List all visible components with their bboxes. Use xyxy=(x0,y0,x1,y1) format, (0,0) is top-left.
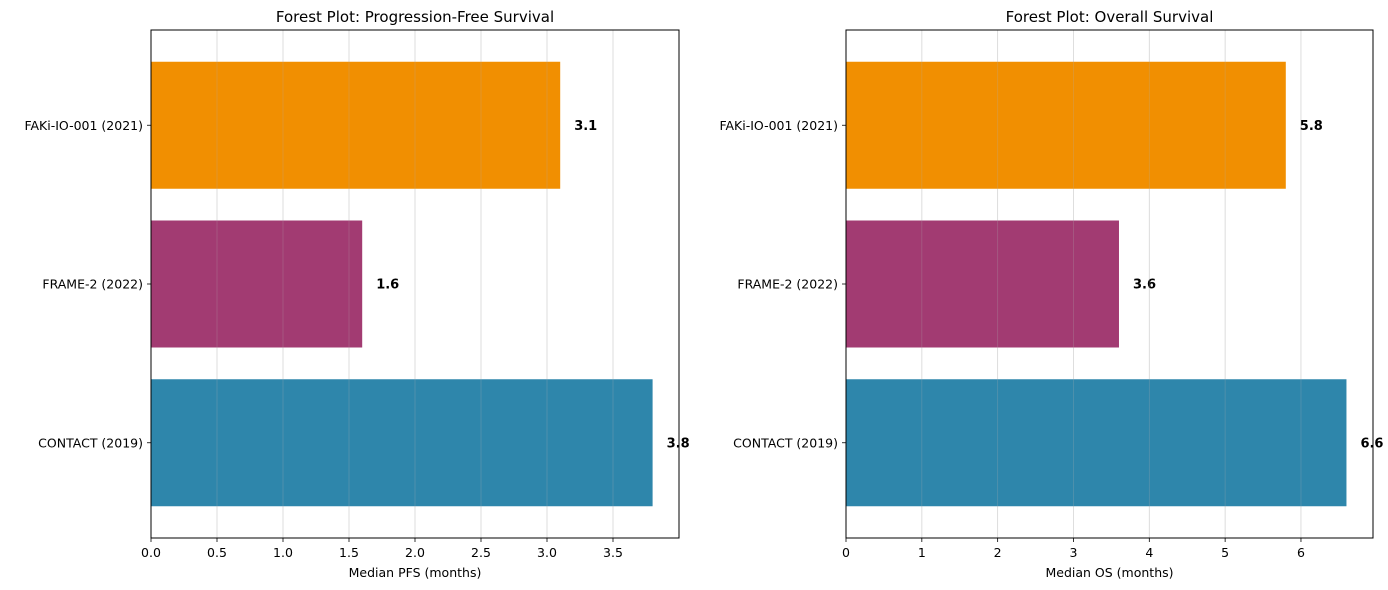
pfs-chart-title: Forest Plot: Progression-Free Survival xyxy=(276,8,554,26)
os-x-tick-label: 0 xyxy=(842,545,850,560)
os-bar xyxy=(846,220,1119,348)
pfs-data-label: 3.8 xyxy=(667,436,690,451)
os-data-label: 6.6 xyxy=(1360,436,1383,451)
os-x-tick-label: 4 xyxy=(1145,545,1153,560)
pfs-x-tick-label: 0.5 xyxy=(207,545,227,560)
pfs-x-tick-label: 2.5 xyxy=(471,545,491,560)
pfs-bar xyxy=(151,61,561,189)
os-x-tick-label: 3 xyxy=(1070,545,1078,560)
os-chart-title: Forest Plot: Overall Survival xyxy=(1006,8,1214,26)
os-bar xyxy=(846,61,1286,189)
pfs-category-label: FAKi-IO-001 (2021) xyxy=(24,118,143,133)
os-x-tick-label: 2 xyxy=(994,545,1002,560)
os-category-label: FRAME-2 (2022) xyxy=(737,277,838,292)
os-data-label: 5.8 xyxy=(1300,119,1323,134)
pfs-bar xyxy=(151,379,653,507)
pfs-x-tick-label: 3.0 xyxy=(537,545,557,560)
pfs-bar xyxy=(151,220,363,348)
os-x-tick-label: 5 xyxy=(1221,545,1229,560)
os-bar xyxy=(846,379,1347,507)
pfs-category-label: CONTACT (2019) xyxy=(38,435,143,450)
os-data-label: 3.6 xyxy=(1133,278,1156,293)
os-x-axis-label: Median OS (months) xyxy=(1045,565,1173,580)
pfs-x-tick-label: 1.0 xyxy=(273,545,293,560)
pfs-x-tick-label: 3.5 xyxy=(603,545,623,560)
pfs-data-label: 1.6 xyxy=(376,278,399,293)
os-chart-panel: 6.6 3.6 5.8 0 1 2 3 4 5 6 CONTACT (2019) FRAME-2 (2… xyxy=(719,8,1383,580)
os-category-label: FAKi-IO-001 (2021) xyxy=(719,118,838,133)
os-x-tick-label: 6 xyxy=(1297,545,1305,560)
pfs-x-axis-label: Median PFS (months) xyxy=(349,565,482,580)
os-x-tick-label: 1 xyxy=(918,545,926,560)
os-category-label: CONTACT (2019) xyxy=(733,435,838,450)
pfs-chart-panel: 3.8 1.6 3.1 0.0 0.5 1.0 1.5 2.0 2.5 3.0 3.5 CONTACT… xyxy=(24,8,689,580)
pfs-data-label: 3.1 xyxy=(574,119,597,134)
pfs-category-label: FRAME-2 (2022) xyxy=(42,277,143,292)
pfs-x-tick-label: 0.0 xyxy=(141,545,161,560)
pfs-x-tick-label: 2.0 xyxy=(405,545,425,560)
pfs-x-tick-label: 1.5 xyxy=(339,545,359,560)
